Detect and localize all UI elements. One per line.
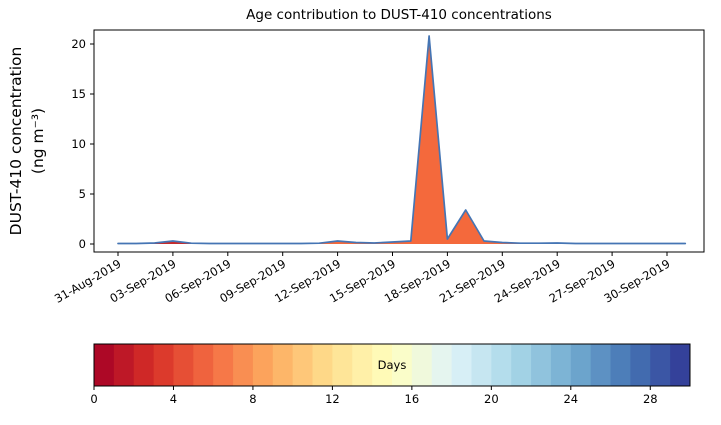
colorbar-tick-label: 28	[643, 392, 658, 406]
colorbar-tick-label: 12	[325, 392, 340, 406]
colorbar-segment	[94, 344, 115, 386]
colorbar-tick-label: 8	[249, 392, 256, 406]
area-series	[118, 36, 686, 244]
colorbar-segment	[173, 344, 194, 386]
colorbar-segment	[392, 344, 413, 386]
colorbar-tick-label: 16	[405, 392, 420, 406]
colorbar-segment	[471, 344, 492, 386]
colorbar-segment	[550, 344, 572, 386]
colorbar-segment	[590, 344, 612, 386]
colorbar-segment	[630, 344, 651, 386]
chart-title: Age contribution to DUST-410 concentrati…	[246, 7, 552, 23]
colorbar-segment	[113, 344, 135, 386]
colorbar-segment	[531, 344, 552, 386]
colorbar-segment	[610, 344, 631, 386]
y-axis-tick-label: 5	[79, 187, 86, 201]
axes-frame	[93, 29, 705, 253]
y-axis-tick-label: 20	[71, 37, 86, 51]
colorbar-segment	[292, 344, 314, 386]
colorbar-segment	[511, 344, 532, 386]
colorbar-tick-label: 24	[563, 392, 578, 406]
colorbar-tick-label: 4	[170, 392, 177, 406]
y-axis-tick-label: 10	[71, 137, 86, 151]
colorbar-segment	[431, 344, 453, 386]
y-axis-tick-label: 0	[79, 237, 86, 251]
colorbar-frame	[93, 343, 691, 387]
colorbar-segment	[213, 344, 234, 386]
colorbar-segment	[372, 344, 393, 386]
colorbar-tick-label: 20	[484, 392, 499, 406]
colorbar-segment	[352, 344, 373, 386]
colorbar-title: Days	[378, 358, 407, 372]
colorbar-segment	[332, 344, 353, 386]
colorbar-tick-label: 0	[90, 392, 97, 406]
colorbar-segment	[153, 344, 174, 386]
colorbar-segment	[670, 344, 691, 386]
area-line	[117, 35, 687, 245]
colorbar-segment	[411, 344, 433, 386]
colorbar-segment	[272, 344, 294, 386]
colorbar-segment	[252, 344, 274, 386]
colorbar-segment	[133, 344, 155, 386]
colorbar-segment	[312, 344, 333, 386]
colorbar-segment	[570, 344, 592, 386]
colorbar-segment	[451, 344, 472, 386]
colorbar-segment	[233, 344, 254, 386]
y-axis-tick-label: 15	[71, 87, 86, 101]
colorbar-segment	[491, 344, 512, 386]
colorbar-segment	[193, 344, 214, 386]
colorbar-segment	[650, 344, 671, 386]
